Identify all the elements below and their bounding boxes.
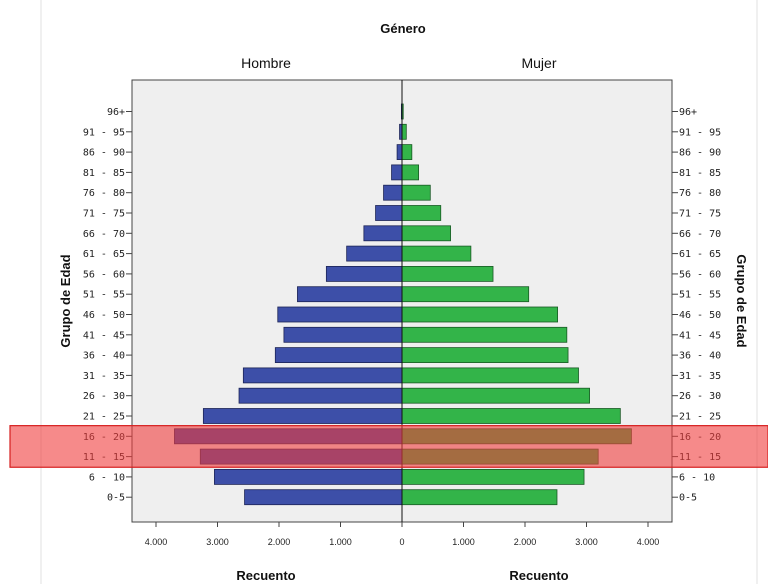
x-tick-label-male: 4.000 <box>145 537 168 547</box>
bar-female <box>401 367 579 384</box>
y-tick-label-right: 61 - 65 <box>679 249 721 260</box>
bar-female <box>401 306 558 323</box>
y-tick-label-left: 91 - 95 <box>83 127 125 138</box>
y-tick-label-left: 76 - 80 <box>83 188 125 199</box>
y-tick-label-right: 76 - 80 <box>679 188 721 199</box>
x-tick-labels: 4.000 3.000 2.000 1.000 0 1.000 2.000 3.000 4.00… <box>145 522 660 547</box>
bar-male <box>346 245 403 262</box>
bar-female <box>401 144 413 161</box>
y-tick-label-left: 21 - 25 <box>83 412 125 423</box>
y-tick-label-right: 91 - 95 <box>679 127 721 138</box>
y-tick-label-right: 66 - 70 <box>679 229 721 240</box>
y-tick-label-left: 66 - 70 <box>83 229 125 240</box>
bar-female <box>401 205 442 221</box>
x-tick-label-male: 3.000 <box>206 537 229 547</box>
bar-female <box>401 489 558 506</box>
bar-male <box>277 306 403 323</box>
y-tick-label-right: 6 - 10 <box>679 472 715 483</box>
bar-male <box>244 489 403 506</box>
bar-female <box>401 184 431 201</box>
x-tick-label-female: 2.000 <box>514 537 537 547</box>
y-tick-label-right: 96+ <box>679 107 697 118</box>
bar-male <box>242 367 403 384</box>
y-tick-label-left: 41 - 45 <box>83 330 125 341</box>
x-tick-label-female: 4.000 <box>637 537 660 547</box>
y-tick-label-right: 36 - 40 <box>679 351 721 362</box>
x-axis-title-male: Recuento <box>236 568 295 583</box>
highlight-band <box>9 425 768 468</box>
y-tick-label-left: 56 - 60 <box>83 269 125 280</box>
bar-male <box>238 387 403 404</box>
y-tick-label-right: 46 - 50 <box>679 310 721 321</box>
y-axis-title-left: Grupo de Edad <box>58 254 73 347</box>
bar-male <box>274 347 403 364</box>
y-tick-label-right: 41 - 45 <box>679 330 721 341</box>
bar-female <box>401 326 568 343</box>
y-tick-label-left: 31 - 35 <box>83 371 125 382</box>
panel-title-female: Mujer <box>521 55 556 71</box>
y-tick-label-right: 71 - 75 <box>679 209 721 220</box>
bar-male <box>283 326 403 343</box>
y-tick-label-left: 81 - 85 <box>83 168 125 179</box>
bar-male <box>325 265 403 282</box>
y-tick-label-right: 21 - 25 <box>679 412 721 423</box>
bar-female <box>401 286 530 303</box>
y-tick-label-right: 81 - 85 <box>679 168 721 179</box>
x-tick-label-female: 1.000 <box>452 537 475 547</box>
bar-female <box>401 225 451 242</box>
bar-female <box>401 245 472 262</box>
bar-male <box>214 468 403 485</box>
y-tick-label-left: 96+ <box>107 107 125 118</box>
y-tick-label-right: 31 - 35 <box>679 371 721 382</box>
bar-female <box>401 265 494 282</box>
x-tick-label-male: 2.000 <box>268 537 291 547</box>
y-tick-label-left: 46 - 50 <box>83 310 125 321</box>
bar-female <box>401 123 407 140</box>
y-tick-label-right: 0-5 <box>679 493 697 504</box>
y-tick-label-right: 51 - 55 <box>679 290 721 301</box>
y-tick-label-left: 0-5 <box>107 493 125 504</box>
bar-female <box>401 408 621 424</box>
y-tick-label-left: 6 - 10 <box>89 472 125 483</box>
y-tick-label-left: 61 - 65 <box>83 249 125 260</box>
bar-female <box>401 387 590 404</box>
panel-title-male: Hombre <box>241 55 291 71</box>
y-axis-title-right: Grupo de Edad <box>734 254 749 347</box>
y-tick-label-right: 56 - 60 <box>679 269 721 280</box>
bar-male <box>391 164 403 181</box>
x-tick-label-female: 3.000 <box>575 537 598 547</box>
bar-female <box>401 164 420 181</box>
bar-male <box>297 286 403 303</box>
x-axis-title-female: Recuento <box>509 568 568 583</box>
y-tick-label-left: 36 - 40 <box>83 351 125 362</box>
y-tick-label-left: 26 - 30 <box>83 391 125 402</box>
x-tick-label-male: 1.000 <box>329 537 352 547</box>
bar-male <box>383 184 403 201</box>
bar-male <box>202 408 403 424</box>
bar-male <box>363 225 403 242</box>
y-tick-label-right: 26 - 30 <box>679 391 721 402</box>
chart-title: Género <box>380 21 426 36</box>
bar-male <box>375 205 403 221</box>
bar-female <box>401 347 569 364</box>
highlight-group <box>9 425 768 468</box>
x-tick-label-female: 0 <box>399 537 404 547</box>
y-tick-label-right: 86 - 90 <box>679 148 721 159</box>
y-tick-label-left: 51 - 55 <box>83 290 125 301</box>
y-tick-label-left: 86 - 90 <box>83 148 125 159</box>
bar-female <box>401 468 585 485</box>
bar-male <box>396 144 403 161</box>
y-tick-label-left: 71 - 75 <box>83 209 125 220</box>
